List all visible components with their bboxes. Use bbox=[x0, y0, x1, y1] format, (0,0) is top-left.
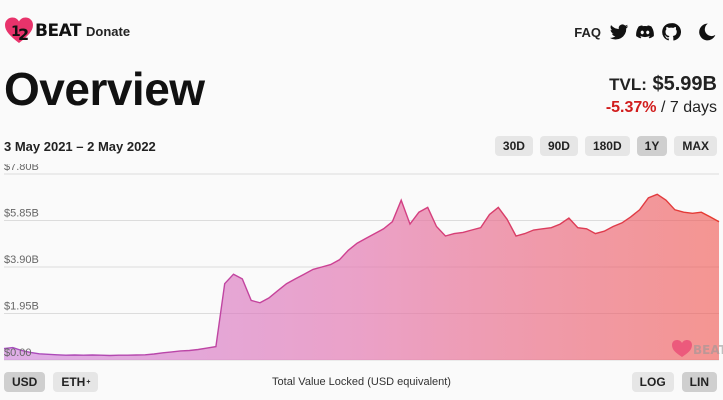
tvl-change-period: / 7 days bbox=[660, 99, 717, 116]
tvl-line: TVL: $5.99B bbox=[606, 74, 717, 94]
eth-sup: + bbox=[86, 378, 91, 386]
log-button[interactable]: LOG bbox=[631, 372, 674, 392]
tvl-summary: TVL: $5.99B -5.37% / 7 days bbox=[606, 74, 717, 117]
range-selector: 30D 90D 180D 1Y MAX bbox=[494, 136, 717, 156]
currency-selector: USD ETH + bbox=[4, 372, 99, 392]
y-tick-label: $3.90B bbox=[4, 254, 39, 266]
tvl-change: -5.37% / 7 days bbox=[606, 99, 717, 117]
range-180d-button[interactable]: 180D bbox=[584, 136, 630, 156]
y-tick-label: $1.95B bbox=[4, 301, 39, 313]
twitter-icon[interactable] bbox=[609, 22, 629, 42]
faq-link[interactable]: FAQ bbox=[574, 24, 601, 40]
eth-label: ETH bbox=[61, 375, 86, 389]
y-tick-label: $5.85B bbox=[4, 208, 39, 220]
top-bar: 1 2 BEAT Donate FAQ bbox=[0, 0, 723, 62]
range-90d-button[interactable]: 90D bbox=[539, 136, 578, 156]
tvl-chart-svg[interactable]: $0.00 $1.95B $3.90B $5.85B $7.80B BEAT bbox=[0, 164, 723, 364]
svg-text:1: 1 bbox=[11, 24, 21, 40]
y-axis-ticks: $0.00 $1.95B $3.90B $5.85B $7.80B bbox=[4, 164, 39, 359]
donate-link[interactable]: Donate bbox=[86, 24, 131, 39]
header-actions: FAQ bbox=[574, 20, 717, 44]
page-title: Overview bbox=[4, 63, 205, 115]
logo-heart-icon: 1 2 bbox=[5, 17, 33, 44]
tvl-label: TVL: bbox=[609, 75, 647, 94]
range-max-button[interactable]: MAX bbox=[674, 136, 717, 156]
watermark-heart-icon bbox=[672, 340, 692, 357]
logo-text: BEAT bbox=[35, 21, 82, 41]
lin-button[interactable]: LIN bbox=[681, 372, 717, 392]
eth-button[interactable]: ETH + bbox=[53, 372, 99, 392]
scale-selector: LOG LIN bbox=[631, 372, 717, 392]
tvl-chart[interactable]: $0.00 $1.95B $3.90B $5.85B $7.80B BEAT bbox=[0, 164, 723, 364]
logo[interactable]: 1 2 BEAT bbox=[4, 16, 82, 46]
github-icon[interactable] bbox=[661, 22, 681, 42]
tvl-area bbox=[4, 194, 719, 360]
range-1y-button[interactable]: 1Y bbox=[636, 136, 668, 156]
tvl-change-percent: -5.37% bbox=[605, 99, 657, 116]
range-30d-button[interactable]: 30D bbox=[494, 136, 533, 156]
tvl-value: $5.99B bbox=[652, 73, 718, 95]
y-tick-label: $7.80B bbox=[4, 164, 39, 173]
date-range: 3 May 2021 – 2 May 2022 bbox=[4, 139, 156, 154]
chart-controls: USD ETH + Total Value Locked (USD equival… bbox=[0, 372, 723, 394]
discord-icon[interactable] bbox=[635, 22, 655, 42]
y-tick-label: $0.00 bbox=[4, 347, 32, 359]
svg-text:2: 2 bbox=[18, 25, 29, 44]
tvl-line-series bbox=[3, 193, 720, 357]
chart-caption: Total Value Locked (USD equivalent) bbox=[272, 376, 451, 388]
moon-icon[interactable] bbox=[697, 22, 717, 42]
usd-button[interactable]: USD bbox=[4, 372, 46, 392]
chart-watermark: BEAT bbox=[672, 340, 723, 357]
watermark-text: BEAT bbox=[693, 343, 723, 357]
